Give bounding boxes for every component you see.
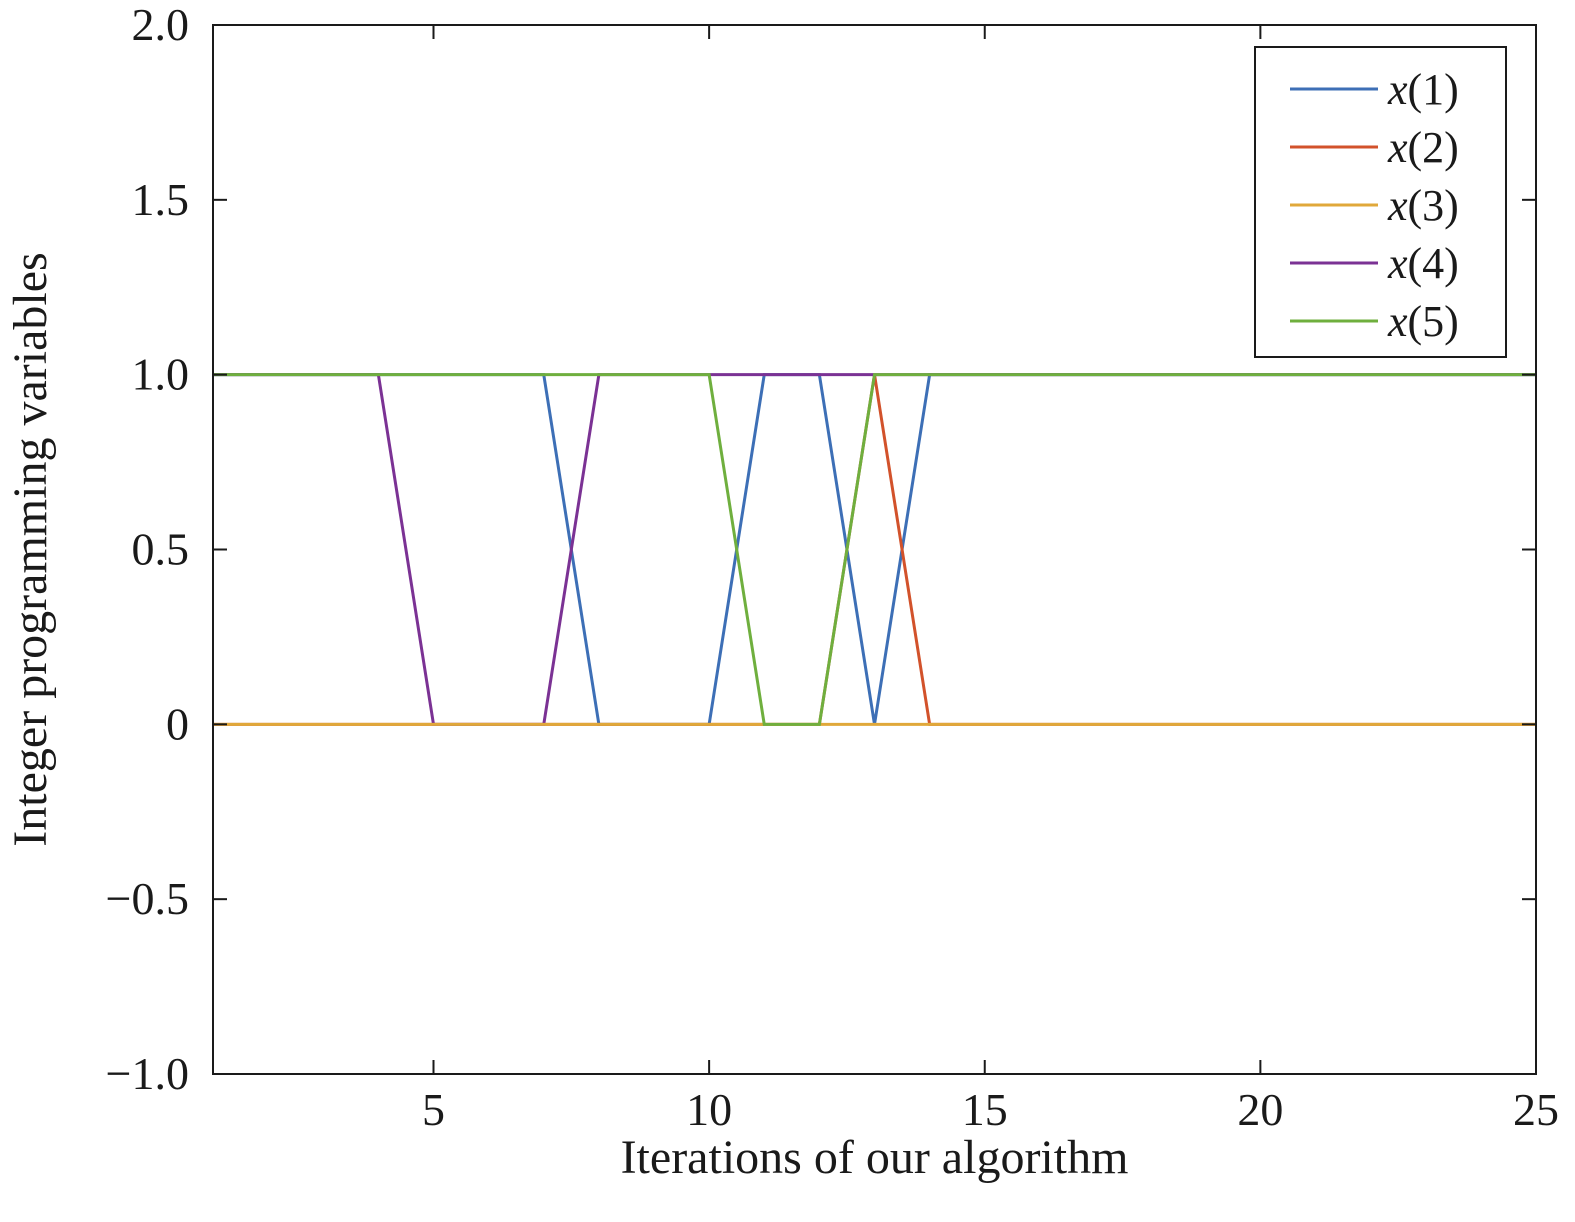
ticks-layer: 5 10 15 20 25 −1.0 −0.5 0 0.5 1.0 1.5 2.0	[106, 0, 1559, 1135]
x-axis-label: Iterations of our algorithm	[621, 1131, 1129, 1184]
series-line-x5	[213, 373, 1536, 726]
series-line-x1	[213, 373, 1536, 726]
series-line-x2	[213, 374, 1536, 726]
series-line-x4	[213, 373, 1536, 726]
x-tick-label: 5	[422, 1084, 445, 1135]
legend-label-x1: x(1)	[1387, 65, 1459, 114]
x-tick-label: 15	[962, 1084, 1008, 1135]
legend: x(1) x(2) x(3) x(4) x(5)	[1254, 46, 1507, 358]
y-tick-label: 0	[166, 698, 189, 749]
y-tick-label: 1.5	[132, 174, 190, 225]
legend-label-x3: x(3)	[1387, 181, 1459, 230]
y-tick-label: 0.5	[132, 524, 190, 575]
legend-label-x5: x(5)	[1387, 297, 1459, 346]
series-layer	[213, 373, 1536, 726]
y-tick-label: 2.0	[132, 0, 190, 50]
y-tick-label: −1.0	[106, 1048, 189, 1099]
y-axis-label: Integer programming variables	[4, 252, 57, 846]
legend-label-x2: x(2)	[1387, 123, 1459, 172]
x-tick-label: 10	[686, 1084, 732, 1135]
legend-label-x4: x(4)	[1387, 239, 1459, 288]
y-tick-label: 1.0	[132, 349, 190, 400]
x-tick-label: 20	[1237, 1084, 1283, 1135]
x-tick-label: 25	[1513, 1084, 1559, 1135]
y-tick-label: −0.5	[106, 873, 189, 924]
legend-box	[1254, 46, 1507, 358]
